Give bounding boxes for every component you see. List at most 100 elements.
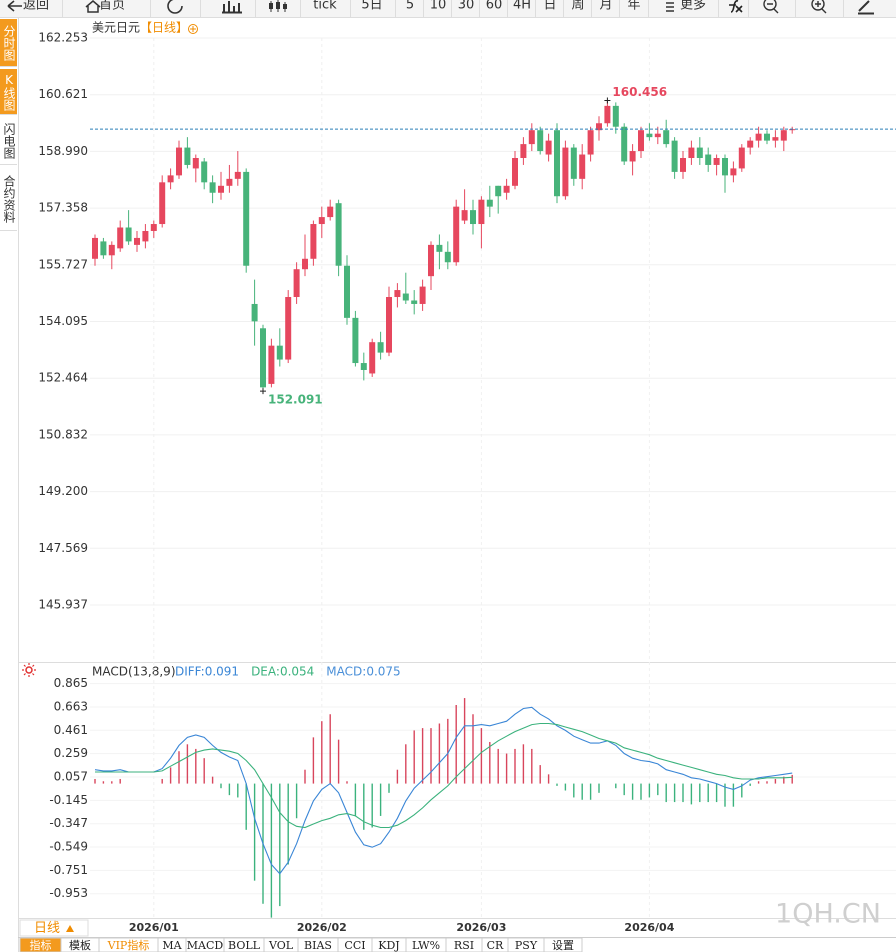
indicator-tab-label[interactable]: 模板 (69, 938, 91, 952)
candle-body (167, 175, 174, 183)
candle-body (470, 210, 476, 225)
toolbar-button[interactable]: 5 (406, 0, 414, 13)
sidebar-tab[interactable]: 闪电图 (0, 117, 17, 165)
zoom-out-icon (767, 3, 779, 14)
indicator-tab-label[interactable]: MA (162, 939, 182, 952)
candle-icon (269, 3, 273, 9)
candle-body (335, 203, 342, 266)
candle-body (428, 244, 434, 277)
toolbar-button[interactable]: 年 (627, 0, 640, 13)
y-tick-label: 0.663 (54, 699, 88, 713)
indicator-tab-label[interactable]: 设置 (552, 939, 574, 952)
candle-body (226, 178, 233, 186)
indicator-tab-label[interactable]: PSY (515, 939, 538, 952)
y-tick-label: 0.865 (54, 676, 88, 690)
indicator-tab-label[interactable]: BOLL (228, 939, 261, 952)
sidebar-tab[interactable]: 分时图 (0, 19, 17, 67)
candle-body (302, 258, 308, 270)
toolbar-button[interactable]: 60 (486, 0, 503, 13)
macd-line (94, 706, 793, 875)
y-tick-label: 147.569 (38, 541, 88, 555)
indicator-tab-label[interactable]: VIP指标 (107, 938, 150, 952)
candle-body (612, 105, 619, 127)
y-tick-label: 149.200 (38, 484, 88, 498)
add-icon (188, 24, 198, 34)
toolbar-button[interactable]: 10 (430, 0, 447, 13)
indicator-tab-label[interactable]: VOL (268, 939, 294, 952)
candle-body (654, 133, 661, 138)
candle-body (755, 133, 762, 141)
y-tick-label: 162.253 (38, 31, 88, 45)
indicator-tab-label[interactable]: CR (487, 939, 504, 952)
candle-body (251, 303, 258, 322)
candle-body (201, 161, 208, 183)
bar-icon (222, 1, 242, 14)
indicator-tab-label[interactable]: CCI (344, 939, 365, 952)
candle-icon (276, 2, 280, 9)
add-icon (190, 26, 196, 32)
candle-body (789, 129, 796, 131)
y-tick-label: -0.549 (49, 840, 88, 854)
indicator-tab-label[interactable]: BIAS (304, 939, 332, 952)
toolbar-button[interactable]: 首页 (99, 0, 125, 13)
candle-body (579, 154, 586, 179)
sidebar-tab[interactable]: 合约资料 (0, 167, 17, 231)
toolbar-button[interactable]: 日 (543, 0, 556, 13)
candle-body (142, 230, 149, 242)
indicator-tab-label[interactable]: LW% (412, 939, 440, 952)
candle-body (503, 185, 510, 193)
x-tick-label: 2026/02 (297, 921, 347, 934)
indicator-tab-label[interactable]: KDJ (378, 939, 399, 952)
candle-body (209, 182, 216, 193)
indicator-tab[interactable] (543, 937, 583, 952)
y-tick-label: 145.937 (38, 598, 88, 612)
candle-body (713, 157, 720, 165)
zoom-in-icon (811, 0, 825, 11)
candle-body (764, 133, 770, 141)
candle-body (461, 210, 468, 221)
toolbar-button[interactable]: tick (313, 0, 337, 13)
toolbar-button[interactable]: 5日 (361, 0, 382, 13)
candle-body (663, 130, 670, 145)
candle-body (377, 342, 384, 353)
legend-label: DIFF: (175, 665, 205, 679)
y-tick-label: 158.990 (38, 144, 88, 158)
indicator-tab-label[interactable]: MACD (187, 939, 224, 952)
back-icon (7, 0, 22, 12)
x-tick-label: 2026/01 (129, 921, 179, 934)
period-label: 【日线】 (140, 21, 188, 35)
toolbar-button[interactable]: 返回 (23, 0, 49, 13)
toolbar-button[interactable]: 30 (458, 0, 475, 13)
toolbar-button[interactable]: 周 (571, 0, 584, 13)
toolbar-button[interactable]: 月 (599, 0, 612, 13)
candle-body (780, 130, 787, 141)
refresh-icon (167, 0, 183, 14)
pen-icon (858, 0, 874, 15)
candle-body (134, 237, 140, 245)
toolbar-button[interactable]: 更多 (680, 0, 706, 13)
candle-body (327, 206, 334, 218)
x-tick-label: 2026/03 (456, 921, 506, 934)
legend-label: DEA: (251, 665, 280, 679)
candle-body (192, 157, 199, 169)
sidebar-tab[interactable]: K线图 (0, 69, 17, 115)
watermark: 1QH.CN (775, 899, 881, 930)
indicator-tab-label[interactable]: RSI (454, 939, 474, 952)
toolbar-button[interactable]: 4H (513, 0, 531, 13)
candle-body (386, 297, 392, 353)
y-tick-label: -0.347 (49, 816, 88, 830)
candle-body (537, 130, 544, 152)
candle-body (310, 224, 317, 259)
candle-icon (283, 4, 287, 9)
period-selector-label[interactable]: 日线 (34, 921, 60, 936)
candle-body (117, 227, 124, 249)
candle-body (696, 147, 703, 158)
candle-body (747, 140, 754, 148)
candle-body (402, 293, 409, 301)
candle-body (184, 147, 191, 165)
indicator-tab-label[interactable]: 指标 (30, 938, 52, 952)
legend-label: MACD: (326, 665, 366, 679)
more-icon (666, 2, 674, 12)
settings-icon (22, 663, 36, 677)
